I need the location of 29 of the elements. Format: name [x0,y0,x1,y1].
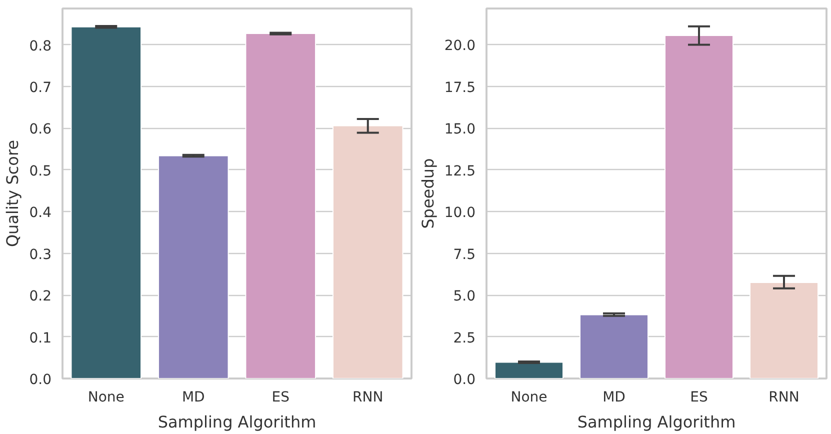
x-tick-label: RNN [352,390,384,406]
x-axis-title: Sampling Algorithm [577,412,736,432]
y-tick-label: 0.3 [29,246,52,263]
y-tick-label: 0.5 [29,163,52,180]
y-tick-label: 0.6 [29,122,52,138]
y-tick-label: 0.8 [29,38,52,54]
y-axis-title: Speedup [418,158,438,229]
y-tick-label: 12.5 [444,163,476,180]
y-tick-label: 7.5 [453,246,476,263]
x-tick-label: None [88,390,124,406]
y-axis-title: Quality Score [3,140,22,248]
x-tick-label: MD [602,390,626,406]
x-tick-label: RNN [768,390,800,406]
y-tick-label: 0.0 [453,372,476,388]
y-tick-label: 0.1 [29,330,52,346]
y-tick-label: 20.0 [444,38,476,54]
y-tick-label: 10.0 [444,205,476,222]
x-tick-label: None [510,390,548,406]
y-tick-label: 15.0 [444,122,476,138]
y-tick-label: 17.5 [444,80,476,96]
y-tick-label: 5.0 [453,288,476,305]
x-tick-label: ES [690,390,708,406]
y-tick-label: 0.7 [29,80,52,96]
x-tick-label: ES [272,390,290,406]
y-tick-label: 2.5 [453,330,476,346]
y-tick-label: 0.4 [29,205,52,222]
y-tick-label: 0.2 [29,288,52,305]
x-axis-title: Sampling Algorithm [158,412,316,432]
x-tick-label: MD [182,390,205,406]
